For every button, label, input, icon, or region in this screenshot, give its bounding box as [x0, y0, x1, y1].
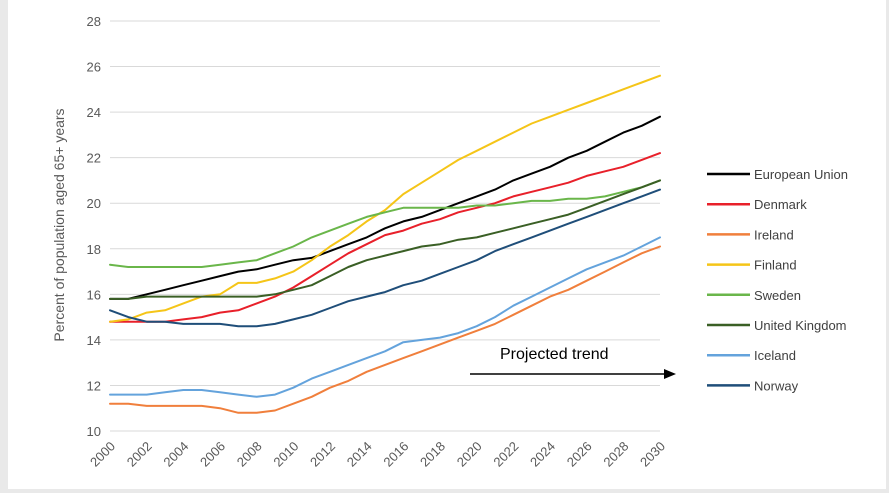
legend-item: Sweden: [707, 288, 801, 303]
x-tick-label: 2006: [197, 439, 228, 470]
y-tick-label: 10: [87, 424, 101, 439]
y-tick-label: 20: [87, 196, 101, 211]
series-line-iceland: [109, 236, 661, 398]
projected-trend-arrow-head: [664, 369, 676, 379]
legend-item: United Kingdom: [707, 318, 847, 333]
chart-panel: [8, 0, 886, 489]
legend-label: Ireland: [754, 227, 794, 242]
x-tick-label: 2028: [600, 439, 631, 470]
legend-item: Iceland: [707, 348, 796, 363]
legend-label: United Kingdom: [754, 318, 847, 333]
series-lines: [109, 74, 661, 414]
y-axis-ticks: 10 12 14 16 18 20 22 24 26 28: [87, 14, 101, 439]
legend-label: Denmark: [754, 197, 807, 212]
series-line-sweden: [109, 179, 661, 268]
y-tick-label: 28: [87, 14, 101, 29]
x-axis-ticks: 2000 2002 2004 2006 2008 2010 2012 2014 2016 2018…: [87, 439, 668, 470]
y-axis-label: Percent of population aged 65+ years: [51, 108, 67, 341]
y-tick-label: 16: [87, 287, 101, 302]
x-tick-label: 2010: [270, 439, 301, 470]
legend-item: Ireland: [707, 227, 794, 242]
legend-label: European Union: [754, 167, 848, 182]
x-tick-label: 2026: [564, 439, 595, 470]
gridlines: [110, 20, 660, 432]
y-tick-label: 18: [87, 242, 101, 257]
legend-item: Denmark: [707, 197, 807, 212]
legend-label: Finland: [754, 258, 797, 273]
x-tick-label: 2008: [234, 439, 265, 470]
legend: European Union Denmark Ireland Finland Swede…: [707, 167, 848, 393]
y-tick-label: 26: [87, 60, 101, 75]
series-line-denmark: [109, 152, 661, 323]
legend-item: Norway: [707, 378, 799, 393]
x-tick-label: 2024: [527, 439, 558, 470]
y-tick-label: 24: [87, 105, 101, 120]
series-line-ireland: [109, 245, 661, 414]
x-tick-label: 2000: [87, 439, 118, 470]
series-line-european-union: [109, 115, 661, 300]
x-tick-label: 2004: [160, 439, 191, 470]
projected-trend-label: Projected trend: [500, 346, 609, 363]
legend-label: Norway: [754, 378, 799, 393]
y-tick-label: 22: [87, 151, 101, 166]
y-tick-label: 14: [87, 333, 101, 348]
legend-item: European Union: [707, 167, 848, 182]
legend-label: Sweden: [754, 288, 801, 303]
y-tick-label: 12: [87, 378, 101, 393]
x-tick-label: 2018: [417, 439, 448, 470]
x-tick-label: 2030: [637, 439, 668, 470]
x-tick-label: 2012: [307, 439, 338, 470]
x-tick-label: 2002: [124, 439, 155, 470]
x-tick-label: 2014: [344, 439, 375, 470]
x-tick-label: 2022: [490, 439, 521, 470]
series-line-united-kingdom: [109, 179, 661, 300]
x-tick-label: 2020: [454, 439, 485, 470]
projection-annotation: Projected trend: [470, 346, 676, 379]
legend-label: Iceland: [754, 348, 796, 363]
x-tick-label: 2016: [380, 439, 411, 470]
legend-item: Finland: [707, 258, 797, 273]
series-line-norway: [109, 188, 661, 328]
